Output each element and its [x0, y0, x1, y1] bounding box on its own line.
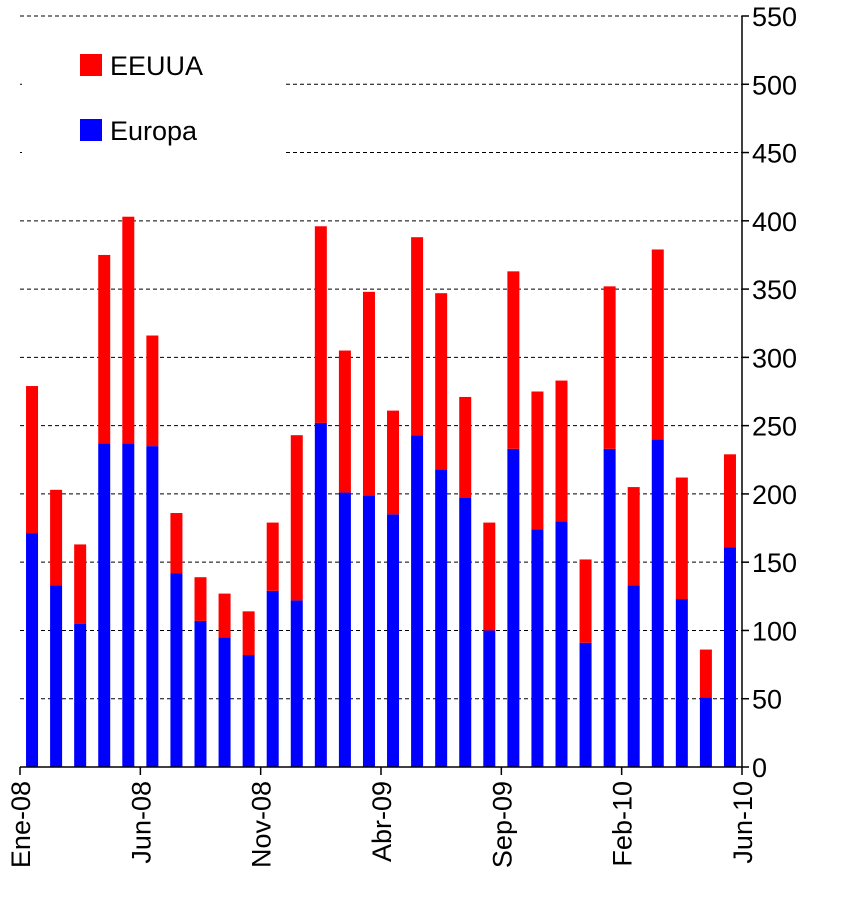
y-tick-label: 550 — [752, 2, 797, 32]
x-tick-label: Ene-08 — [6, 781, 36, 868]
bar-segment — [603, 448, 616, 767]
bar-segment — [194, 577, 207, 621]
bar-segment — [170, 573, 183, 767]
bar-segment — [242, 655, 255, 767]
bar-segment — [675, 599, 688, 767]
y-tick-label: 50 — [752, 685, 782, 715]
bar-segment — [483, 522, 496, 631]
bar-segment — [555, 380, 568, 522]
bar-segment — [242, 611, 255, 656]
bar-segment — [579, 642, 592, 767]
y-tick-label: 300 — [752, 343, 797, 373]
bar-segment — [338, 350, 351, 493]
bar-segment — [362, 291, 375, 496]
bar-segment — [459, 396, 472, 499]
bar-segment — [699, 649, 712, 698]
bar-segment — [338, 492, 351, 767]
bar-segment — [435, 469, 448, 767]
y-tick-label: 250 — [752, 412, 797, 442]
x-tick-label: Sep-09 — [487, 781, 517, 868]
bar-segment — [290, 600, 303, 767]
bar-segment — [627, 487, 640, 586]
bar-segment — [387, 410, 400, 515]
bar-segment — [314, 422, 327, 767]
bar-segment — [507, 448, 520, 767]
bar-segment — [723, 454, 736, 548]
bar-segment — [194, 620, 207, 767]
bar-segment — [50, 585, 63, 767]
x-tick-label: Feb-10 — [608, 781, 638, 867]
bar-segment — [98, 443, 111, 767]
bar-segment — [675, 477, 688, 600]
y-tick-label: 0 — [752, 753, 767, 783]
bar-segment — [362, 495, 375, 767]
bar-segment — [387, 514, 400, 767]
bar-segment — [411, 237, 424, 436]
bar-segment — [74, 623, 87, 767]
y-tick-label: 500 — [752, 70, 797, 100]
bar-segment — [218, 593, 231, 638]
y-tick-label: 200 — [752, 480, 797, 510]
bar-segment — [627, 585, 640, 767]
bar-segment — [699, 697, 712, 767]
bar-segment — [507, 271, 520, 449]
bar-segment — [483, 630, 496, 767]
bar-segment — [170, 513, 183, 574]
x-tick-label: Abr-09 — [367, 781, 397, 862]
bar-segment — [98, 254, 111, 444]
bar-segment — [459, 498, 472, 767]
y-tick-label: 350 — [752, 275, 797, 305]
x-tick-label: Jun-08 — [126, 781, 156, 864]
bar-segment — [122, 216, 135, 444]
bar-segment — [122, 443, 135, 767]
y-tick-label: 100 — [752, 616, 797, 646]
legend-swatch — [80, 54, 102, 76]
bar-segment — [290, 435, 303, 601]
y-tick-label: 400 — [752, 207, 797, 237]
bar-segment — [218, 637, 231, 767]
bar-segment — [723, 547, 736, 767]
legend-label: EEUUA — [110, 51, 203, 81]
y-tick-label: 150 — [752, 548, 797, 578]
bar-segment — [555, 521, 568, 767]
bar-segment — [411, 435, 424, 767]
legend-label: Europa — [110, 116, 198, 146]
x-tick-label: Jun-10 — [728, 781, 758, 864]
bar-segment — [50, 489, 63, 586]
x-tick-label: Nov-08 — [247, 781, 277, 868]
y-tick-label: 450 — [752, 139, 797, 169]
bar-segment — [266, 522, 279, 591]
bar-segment — [435, 293, 448, 470]
bar-segment — [531, 391, 544, 530]
bar-segment — [146, 446, 159, 767]
bar-segment — [266, 590, 279, 767]
bar-segment — [531, 529, 544, 767]
bar-segment — [26, 533, 39, 767]
bar-segment — [314, 226, 327, 423]
bar-segment — [74, 544, 87, 624]
bar-segment — [651, 249, 664, 440]
bar-segment — [26, 386, 39, 534]
legend-swatch — [80, 119, 102, 141]
bar-segment — [579, 559, 592, 643]
bar-segment — [651, 439, 664, 767]
bar-segment — [603, 286, 616, 449]
legend-background — [22, 40, 284, 165]
bar-segment — [146, 335, 159, 447]
